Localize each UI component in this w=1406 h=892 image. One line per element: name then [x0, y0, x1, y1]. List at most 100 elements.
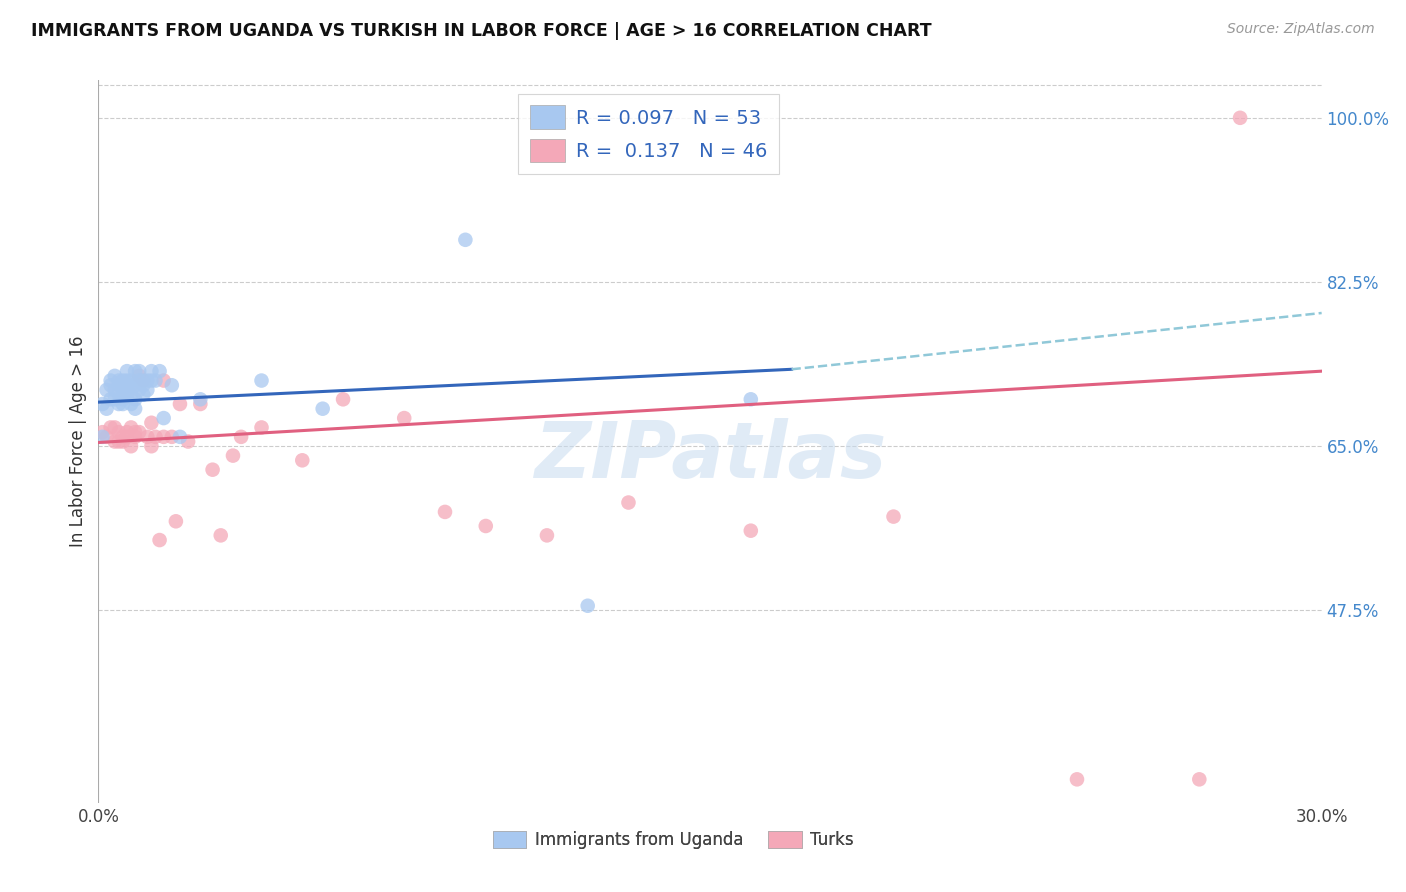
Point — [231, 430, 253, 444]
Point — [96, 401, 118, 416]
Point — [124, 425, 146, 439]
Point — [160, 378, 183, 392]
Point — [115, 430, 138, 444]
Point — [96, 430, 118, 444]
Point — [201, 463, 224, 477]
Point — [222, 449, 245, 463]
Point — [152, 430, 174, 444]
Point — [124, 378, 146, 392]
Point — [177, 434, 200, 449]
Point — [132, 387, 155, 401]
Point — [740, 524, 762, 538]
Point — [132, 378, 155, 392]
Point — [115, 374, 138, 388]
Point — [111, 434, 134, 449]
Legend: Immigrants from Uganda, Turks: Immigrants from Uganda, Turks — [486, 824, 860, 856]
Y-axis label: In Labor Force | Age > 16: In Labor Force | Age > 16 — [69, 335, 87, 548]
Point — [108, 387, 131, 401]
Point — [108, 397, 131, 411]
Point — [141, 416, 163, 430]
Point — [115, 387, 138, 401]
Point — [128, 368, 150, 383]
Point — [100, 392, 122, 407]
Point — [250, 420, 273, 434]
Point — [104, 368, 127, 383]
Point — [108, 434, 131, 449]
Point — [124, 401, 146, 416]
Point — [392, 411, 416, 425]
Point — [91, 430, 114, 444]
Point — [136, 383, 159, 397]
Point — [120, 374, 142, 388]
Point — [149, 533, 172, 547]
Point — [145, 374, 167, 388]
Point — [91, 397, 114, 411]
Point — [115, 425, 138, 439]
Point — [128, 425, 150, 439]
Point — [132, 374, 155, 388]
Point — [883, 509, 905, 524]
Point — [128, 383, 150, 397]
Point — [149, 364, 172, 378]
Point — [141, 374, 163, 388]
Point — [740, 392, 762, 407]
Point — [115, 378, 138, 392]
Point — [165, 514, 187, 528]
Point — [120, 420, 142, 434]
Point — [120, 439, 142, 453]
Point — [132, 374, 155, 388]
Point — [152, 411, 174, 425]
Point — [91, 425, 114, 439]
Point — [124, 430, 146, 444]
Point — [434, 505, 457, 519]
Point — [136, 430, 159, 444]
Point — [145, 430, 167, 444]
Point — [576, 599, 599, 613]
Point — [332, 392, 354, 407]
Point — [100, 420, 122, 434]
Point — [188, 397, 212, 411]
Point — [108, 378, 131, 392]
Point — [115, 364, 138, 378]
Point — [152, 374, 174, 388]
Point — [291, 453, 314, 467]
Point — [312, 401, 335, 416]
Point — [128, 364, 150, 378]
Point — [115, 383, 138, 397]
Point — [536, 528, 558, 542]
Text: ZIPatlas: ZIPatlas — [534, 418, 886, 494]
Point — [104, 383, 127, 397]
Point — [111, 392, 134, 407]
Text: IMMIGRANTS FROM UGANDA VS TURKISH IN LABOR FORCE | AGE > 16 CORRELATION CHART: IMMIGRANTS FROM UGANDA VS TURKISH IN LAB… — [31, 22, 932, 40]
Point — [188, 392, 212, 407]
Point — [120, 397, 142, 411]
Point — [169, 430, 191, 444]
Point — [160, 430, 183, 444]
Point — [454, 233, 477, 247]
Point — [209, 528, 232, 542]
Point — [169, 397, 191, 411]
Point — [104, 392, 127, 407]
Point — [128, 374, 150, 388]
Point — [111, 378, 134, 392]
Point — [120, 387, 142, 401]
Point — [250, 374, 273, 388]
Point — [1066, 772, 1088, 787]
Point — [111, 374, 134, 388]
Point — [111, 397, 134, 411]
Point — [104, 420, 127, 434]
Point — [108, 374, 131, 388]
Point — [474, 519, 498, 533]
Point — [96, 383, 118, 397]
Point — [124, 392, 146, 407]
Point — [111, 383, 134, 397]
Point — [124, 364, 146, 378]
Point — [141, 439, 163, 453]
Text: Source: ZipAtlas.com: Source: ZipAtlas.com — [1227, 22, 1375, 37]
Point — [136, 374, 159, 388]
Point — [617, 495, 640, 509]
Point — [104, 434, 127, 449]
Point — [108, 425, 131, 439]
Point — [120, 378, 142, 392]
Point — [141, 364, 163, 378]
